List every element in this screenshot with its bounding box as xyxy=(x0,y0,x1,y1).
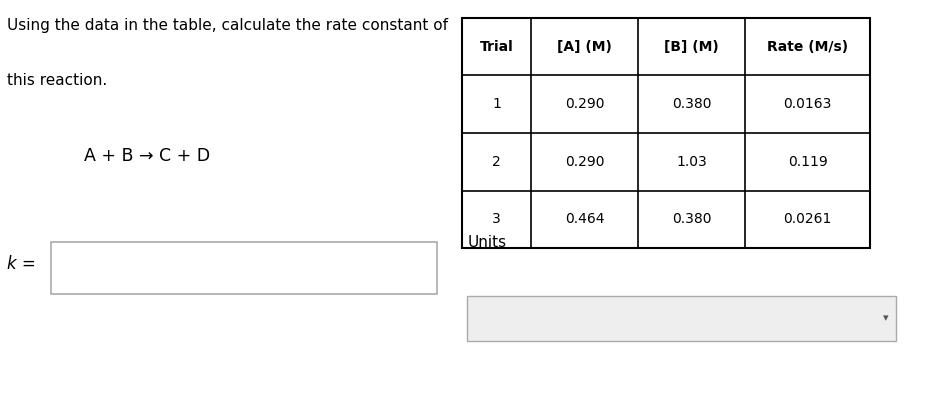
Text: 1: 1 xyxy=(492,97,500,111)
Text: [A] (M): [A] (M) xyxy=(557,40,612,54)
Text: 1.03: 1.03 xyxy=(676,155,706,169)
Text: this reaction.: this reaction. xyxy=(7,73,108,89)
Text: 0.290: 0.290 xyxy=(564,97,604,111)
FancyBboxPatch shape xyxy=(467,296,896,341)
Text: 3: 3 xyxy=(492,212,500,226)
Text: ▾: ▾ xyxy=(882,314,887,324)
Text: k =: k = xyxy=(7,255,36,273)
Text: 0.290: 0.290 xyxy=(564,155,604,169)
Text: Trial: Trial xyxy=(479,40,513,54)
Text: 2: 2 xyxy=(492,155,500,169)
Text: 0.119: 0.119 xyxy=(787,155,827,169)
Text: 0.0261: 0.0261 xyxy=(782,212,831,226)
Text: Units: Units xyxy=(467,235,506,250)
Bar xyxy=(461,18,870,248)
Text: Rate (M/s): Rate (M/s) xyxy=(767,40,847,54)
Text: [B] (M): [B] (M) xyxy=(664,40,718,54)
Text: 0.0163: 0.0163 xyxy=(782,97,831,111)
Text: 0.380: 0.380 xyxy=(671,97,711,111)
Text: Using the data in the table, calculate the rate constant of: Using the data in the table, calculate t… xyxy=(7,18,448,33)
Text: 0.380: 0.380 xyxy=(671,212,711,226)
FancyBboxPatch shape xyxy=(51,242,436,294)
Text: 0.464: 0.464 xyxy=(564,212,604,226)
Text: A + B → C + D: A + B → C + D xyxy=(84,147,210,165)
